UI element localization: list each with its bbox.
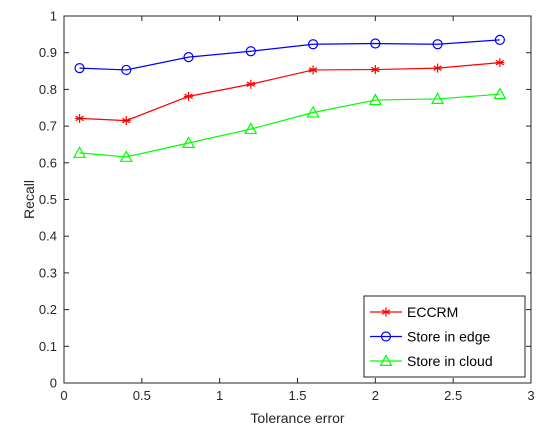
ticks: 0 0.5 1 1.5 2 2.5 3 0 0.1 0.2 0.3 0.4 0.5 0.6 0.7 0.8 0.… (39, 9, 535, 404)
marker-circle (245, 46, 256, 57)
marker-triangle (306, 105, 320, 118)
marker-circle (183, 52, 194, 63)
legend-entry-store-in-edge: Store in edge (370, 329, 490, 345)
marker-triangle (493, 87, 507, 100)
x-tick-label: 1.5 (288, 388, 306, 403)
y-tick-label: 0.7 (39, 119, 57, 134)
y-tick-label: 0.9 (39, 45, 57, 60)
marker-triangle (431, 92, 445, 104)
marker-circle (432, 39, 443, 50)
marker-asterisk (308, 65, 318, 75)
x-tick-label: 0 (60, 388, 67, 403)
marker-triangle (379, 354, 393, 366)
marker-triangle (73, 146, 87, 158)
x-tick-label: 0.5 (133, 388, 151, 403)
legend-label: ECCRM (407, 304, 458, 320)
legend-entry-eccrm: ECCRM (370, 304, 458, 320)
legend-label: Store in edge (407, 329, 490, 345)
marker-asterisk (495, 58, 505, 68)
series-layer (73, 34, 507, 162)
legend: ECCRM Store in edge Store in cloud (363, 295, 526, 378)
marker-circle (74, 63, 85, 74)
series-store-in-cloud (73, 87, 507, 162)
marker-circle (307, 39, 319, 50)
y-tick-label: 0.2 (39, 302, 57, 317)
y-tick-label: 0.1 (39, 339, 57, 354)
marker-asterisk (370, 65, 380, 75)
marker-triangle (244, 122, 258, 135)
marker-circle (494, 34, 505, 45)
x-tick-label: 3 (527, 388, 534, 403)
x-tick-label: 1 (216, 388, 223, 403)
y-tick-label: 0.4 (39, 229, 57, 244)
series-line (79, 62, 500, 122)
marker-circle (380, 331, 392, 342)
y-tick-label: 0.8 (39, 82, 57, 97)
marker-triangle (368, 93, 382, 106)
y-tick-label: 0.5 (39, 192, 57, 207)
marker-circle (370, 38, 381, 49)
y-tick-label: 1 (50, 9, 57, 24)
y-tick-label: 0.3 (39, 265, 57, 280)
marker-asterisk (75, 113, 85, 123)
series-line (79, 39, 500, 71)
y-tick-label: 0.6 (39, 155, 57, 170)
marker-asterisk (433, 63, 443, 73)
x-tick-label: 2 (372, 388, 379, 403)
series-store-in-edge (74, 34, 505, 76)
marker-asterisk (246, 79, 256, 89)
marker-triangle (182, 136, 196, 148)
marker-asterisk (184, 91, 194, 101)
x-axis-label: Tolerance error (250, 410, 344, 426)
series-eccrm (75, 58, 505, 126)
legend-label: Store in cloud (407, 353, 493, 369)
marker-asterisk (381, 307, 391, 317)
marker-triangle (119, 150, 133, 162)
series-line (79, 93, 500, 158)
marker-asterisk (121, 116, 131, 126)
legend-entry-store-in-cloud: Store in cloud (370, 353, 493, 369)
marker-circle (121, 64, 132, 76)
x-tick-label: 2.5 (444, 388, 462, 403)
y-tick-label: 0 (50, 376, 57, 391)
y-axis-label: Recall (21, 180, 37, 219)
